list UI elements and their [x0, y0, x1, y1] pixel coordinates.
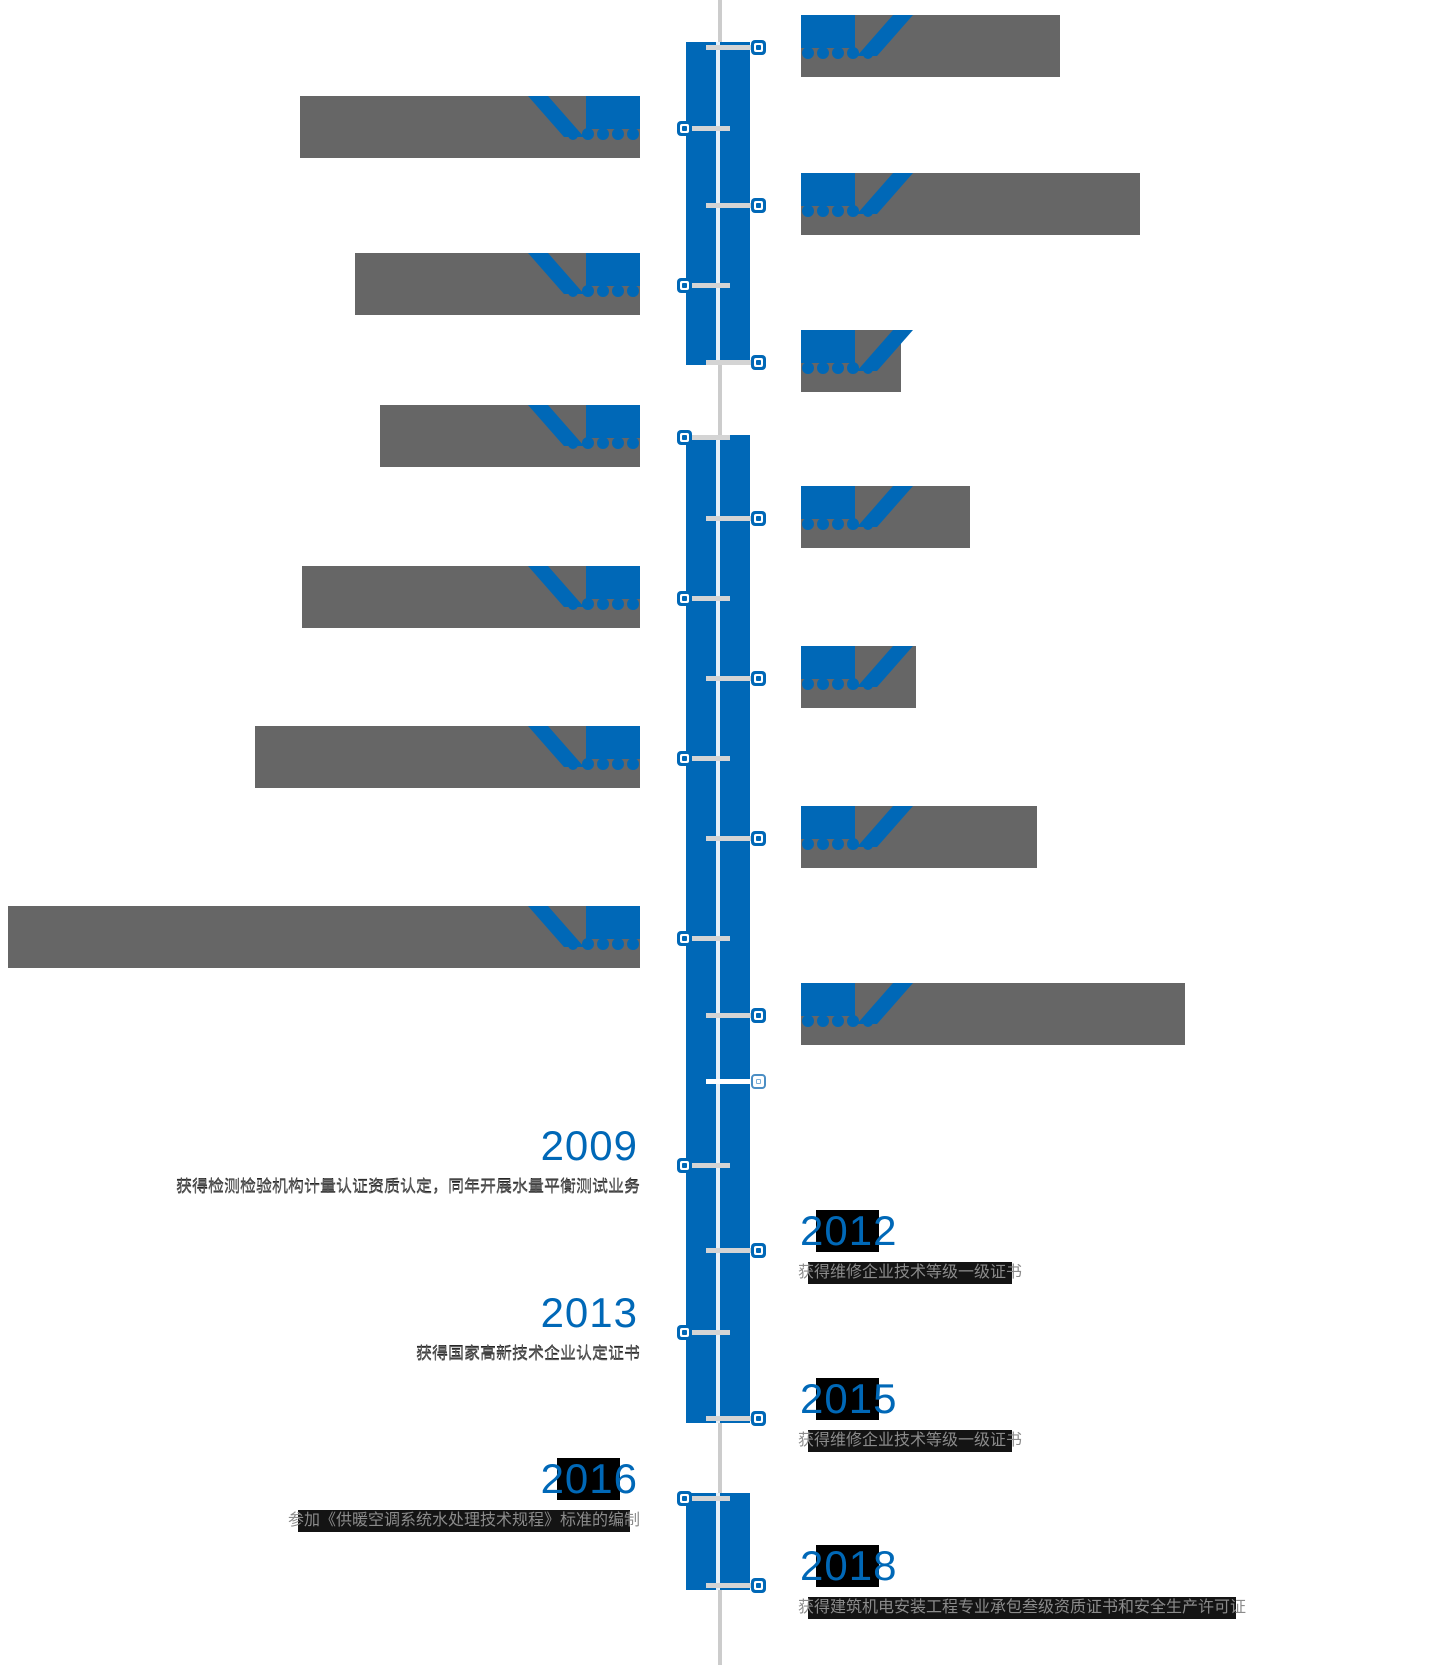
timeline-entry-cover	[255, 726, 640, 788]
year-label: 2009	[540, 1122, 638, 1169]
timeline-node-marker	[751, 355, 766, 370]
timeline-tick	[706, 1013, 752, 1018]
timeline-node-marker	[677, 931, 692, 946]
timeline-tick	[706, 1079, 752, 1084]
timeline-node-marker	[751, 1008, 766, 1023]
year-label: 2016	[538, 1455, 640, 1502]
timeline-node-marker	[751, 1578, 766, 1593]
timeline-tick	[706, 45, 752, 50]
timeline-tick	[706, 836, 752, 841]
timeline-entry-year: 2013	[220, 1292, 640, 1334]
description-text: 参加《供暖空调系统水处理技术规程》标准的编制	[287, 1510, 640, 1532]
covered-year-glyphs	[528, 726, 640, 770]
timeline-tick	[684, 596, 730, 601]
timeline-node-marker	[677, 591, 692, 606]
timeline-entry-cover	[355, 253, 640, 315]
covered-year-glyphs	[801, 330, 913, 374]
timeline-node-marker	[751, 1411, 766, 1426]
year-label: 2013	[540, 1289, 638, 1336]
description-text: 获得维修企业技术等级一级证书	[798, 1262, 1023, 1284]
timeline-entry-cover	[801, 486, 970, 548]
timeline-node-marker	[751, 1243, 766, 1258]
timeline-node-marker	[677, 1491, 692, 1506]
timeline-node-marker	[751, 1074, 766, 1089]
covered-year-glyphs	[528, 906, 640, 950]
covered-year-glyphs	[801, 173, 913, 217]
timeline-node-marker	[677, 751, 692, 766]
timeline-bar-segment	[686, 435, 750, 1423]
timeline-tick	[706, 1416, 752, 1421]
timeline-entry-description: 获得国家高新技术企业认定证书	[0, 1344, 640, 1366]
timeline-tick	[706, 516, 752, 521]
covered-year-glyphs	[528, 405, 640, 449]
description-text: 获得国家高新技术企业认定证书	[415, 1346, 640, 1363]
timeline-entry-year: 2016	[220, 1458, 640, 1500]
timeline-node-marker	[677, 278, 692, 293]
covered-year-glyphs	[801, 486, 913, 530]
timeline-node-marker	[751, 40, 766, 55]
timeline-node-marker	[751, 671, 766, 686]
timeline-entry-cover	[8, 906, 640, 968]
timeline-node-marker	[751, 198, 766, 213]
timeline-entry-cover	[801, 983, 1185, 1045]
timeline-tick	[706, 1583, 752, 1588]
timeline-entry-year: 2012	[798, 1210, 1218, 1252]
timeline-node-marker	[677, 1325, 692, 1340]
covered-year-glyphs	[528, 253, 640, 297]
timeline-entry-cover	[380, 405, 640, 467]
timeline-tick	[684, 1496, 730, 1501]
timeline-tick	[684, 936, 730, 941]
timeline-tick	[684, 1163, 730, 1168]
timeline-entry-cover	[302, 566, 640, 628]
timeline-entry-year: 2015	[798, 1378, 1218, 1420]
covered-year-glyphs	[801, 983, 913, 1027]
timeline-tick	[706, 360, 752, 365]
timeline-entry-cover	[801, 330, 913, 392]
timeline-node-marker	[751, 831, 766, 846]
timeline-tick	[684, 435, 730, 440]
timeline-tick	[684, 756, 730, 761]
timeline-entry-description: 获得检测检验机构计量认证资质认定，同年开展水量平衡测试业务	[0, 1177, 640, 1199]
timeline-entry-year: 2018	[798, 1545, 1218, 1587]
timeline-entry-description: 获得维修企业技术等级一级证书	[798, 1262, 1435, 1284]
timeline-tick	[684, 1330, 730, 1335]
year-label: 2018	[798, 1542, 900, 1589]
timeline-entry-description: 获得建筑机电安装工程专业承包叁级资质证书和安全生产许可证	[798, 1597, 1435, 1619]
timeline-entry-cover	[801, 646, 916, 708]
timeline-tick	[684, 283, 730, 288]
timeline-tick	[706, 676, 752, 681]
timeline-entry-cover	[801, 806, 1037, 868]
covered-year-glyphs	[801, 646, 913, 690]
timeline-entry-description: 获得维修企业技术等级一级证书	[798, 1430, 1435, 1452]
description-text: 获得维修企业技术等级一级证书	[798, 1430, 1023, 1452]
year-label: 2015	[798, 1375, 900, 1422]
timeline-entry-cover	[801, 173, 1140, 235]
timeline-entry-cover	[300, 96, 640, 158]
timeline-entry-description: 参加《供暖空调系统水处理技术规程》标准的编制	[0, 1510, 640, 1532]
timeline-node-marker	[751, 511, 766, 526]
covered-year-glyphs	[528, 96, 640, 140]
description-text: 获得检测检验机构计量认证资质认定，同年开展水量平衡测试业务	[175, 1179, 640, 1196]
timeline-node-marker	[677, 1158, 692, 1173]
covered-year-glyphs	[801, 15, 913, 59]
covered-year-glyphs	[801, 806, 913, 850]
year-label: 2012	[798, 1207, 900, 1254]
timeline-node-marker	[677, 121, 692, 136]
covered-year-glyphs	[528, 566, 640, 610]
timeline-bar-segment	[686, 1493, 750, 1590]
timeline-tick	[706, 203, 752, 208]
timeline-tick	[684, 126, 730, 131]
description-text: 获得建筑机电安装工程专业承包叁级资质证书和安全生产许可证	[798, 1597, 1247, 1619]
timeline-entry-year: 2009	[220, 1125, 640, 1167]
timeline-node-marker	[677, 430, 692, 445]
timeline-entry-cover	[801, 15, 1060, 77]
timeline-tick	[706, 1248, 752, 1253]
